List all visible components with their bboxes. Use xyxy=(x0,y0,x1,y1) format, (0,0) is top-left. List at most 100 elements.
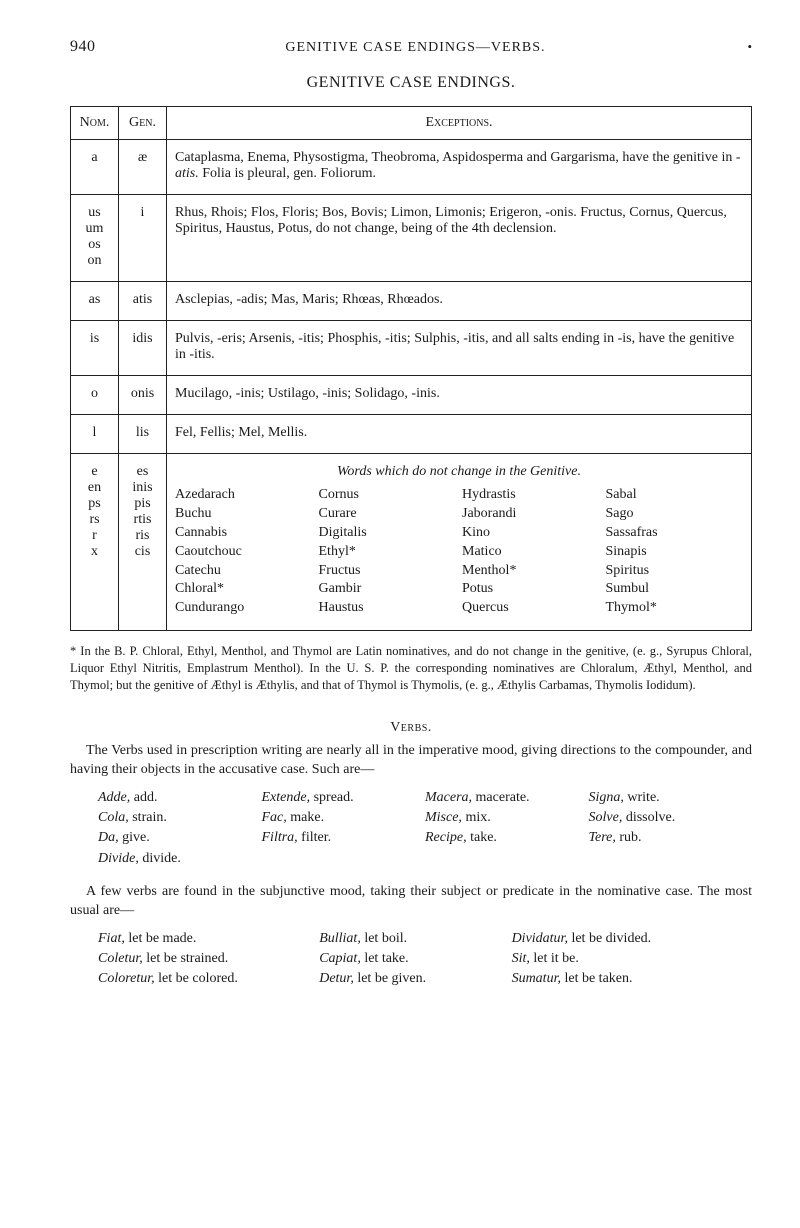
words-row-content: Words which do not change in the Genitiv… xyxy=(167,454,752,631)
table-row: isidisPulvis, -eris; Arsenis, -itis; Pho… xyxy=(71,321,752,376)
section-title: GENITIVE CASE ENDINGS. xyxy=(70,74,752,92)
word-item: Sinapis xyxy=(606,543,744,562)
cell-exc: Rhus, Rhois; Flos, Floris; Bos, Bovis; L… xyxy=(167,195,752,282)
verb-item: Da, give. xyxy=(98,828,262,848)
verb-item: Cola, strain. xyxy=(98,808,262,828)
word-item: Azedarach xyxy=(175,486,313,505)
verb-item: Sumatur, let be taken. xyxy=(512,969,752,989)
cell-gen: æ xyxy=(119,140,167,195)
word-column: SabalSagoSassafrasSinapisSpiritusSumbulT… xyxy=(606,486,744,618)
verb-item: Solve, dissolve. xyxy=(589,808,753,828)
verb-column: Macera, macerate.Misce, mix.Recipe, take… xyxy=(425,788,589,869)
verb-item: Fiat, let be made. xyxy=(98,929,319,949)
words-row-title: Words which do not change in the Genitiv… xyxy=(175,464,743,480)
verb-item: Macera, macerate. xyxy=(425,788,589,808)
word-item: Jaborandi xyxy=(462,505,600,524)
page-header: 940 GENITIVE CASE ENDINGS—VERBS. • xyxy=(70,38,752,56)
cell-nom: is xyxy=(71,321,119,376)
verbs-para-2: A few verbs are found in the subjunctive… xyxy=(70,883,752,921)
col-header-exc: Exceptions. xyxy=(167,107,752,140)
verb-item: Tere, rub. xyxy=(589,828,753,848)
word-item: Fructus xyxy=(319,562,457,581)
verb-column: Bulliat, let boil.Capiat, let take.Detur… xyxy=(319,929,511,990)
running-head: GENITIVE CASE ENDINGS—VERBS. xyxy=(96,40,736,56)
verb-item: Capiat, let take. xyxy=(319,949,511,969)
cell-nom: usumoson xyxy=(71,195,119,282)
cell-nom: o xyxy=(71,376,119,415)
genitive-table: Nom. Gen. Exceptions. aæCataplasma, Enem… xyxy=(70,106,752,631)
table-header-row: Nom. Gen. Exceptions. xyxy=(71,107,752,140)
col-header-nom: Nom. xyxy=(71,107,119,140)
words-row-nom: eenpsrsrx xyxy=(71,454,119,631)
verb-column: Adde, add.Cola, strain.Da, give.Divide, … xyxy=(98,788,262,869)
page-number: 940 xyxy=(70,38,96,56)
verbs-para-1: The Verbs used in prescription writing a… xyxy=(70,742,752,780)
word-item: Kino xyxy=(462,524,600,543)
cell-exc: Pulvis, -eris; Arsenis, -itis; Phosphis,… xyxy=(167,321,752,376)
table-row: aæCataplasma, Enema, Physostigma, Theobr… xyxy=(71,140,752,195)
word-item: Matico xyxy=(462,543,600,562)
verb-item: Dividatur, let be divided. xyxy=(512,929,752,949)
word-item: Menthol* xyxy=(462,562,600,581)
col-header-gen: Gen. xyxy=(119,107,167,140)
word-item: Sassafras xyxy=(606,524,744,543)
verb-item: Sit, let it be. xyxy=(512,949,752,969)
word-item: Curare xyxy=(319,505,457,524)
footnote: * In the B. P. Chloral, Ethyl, Menthol, … xyxy=(70,643,752,694)
verb-item: Filtra, filter. xyxy=(262,828,426,848)
word-item: Spiritus xyxy=(606,562,744,581)
word-item: Digitalis xyxy=(319,524,457,543)
verb-item: Misce, mix. xyxy=(425,808,589,828)
cell-exc: Cataplasma, Enema, Physostigma, Theobrom… xyxy=(167,140,752,195)
verb-item: Divide, divide. xyxy=(98,849,262,869)
word-item: Hydrastis xyxy=(462,486,600,505)
word-item: Haustus xyxy=(319,599,457,618)
word-item: Caoutchouc xyxy=(175,543,313,562)
cell-gen: i xyxy=(119,195,167,282)
words-columns: AzedarachBuchuCannabisCaoutchoucCatechu C… xyxy=(175,486,743,618)
word-item: Potus xyxy=(462,580,600,599)
verb-item: Signa, write. xyxy=(589,788,753,808)
cell-exc: Asclepias, -adis; Mas, Maris; Rhœas, Rhœ… xyxy=(167,282,752,321)
verb-item: Coloretur, let be colored. xyxy=(98,969,319,989)
header-dot: • xyxy=(747,39,752,55)
verb-item: Adde, add. xyxy=(98,788,262,808)
word-column: CornusCurareDigitalisEthyl*FructusGambir… xyxy=(319,486,457,618)
cell-exc: Fel, Fellis; Mel, Mellis. xyxy=(167,415,752,454)
verb-column: Fiat, let be made.Coletur, let be strain… xyxy=(98,929,319,990)
word-item: Quercus xyxy=(462,599,600,618)
words-row: eenpsrsrx esinispisrtisriscis Words whic… xyxy=(71,454,752,631)
verbs-grid-1: Adde, add.Cola, strain.Da, give.Divide, … xyxy=(98,788,752,869)
verb-item: Recipe, take. xyxy=(425,828,589,848)
verb-column: Dividatur, let be divided.Sit, let it be… xyxy=(512,929,752,990)
word-item: Sago xyxy=(606,505,744,524)
cell-nom: l xyxy=(71,415,119,454)
word-item: Catechu xyxy=(175,562,313,581)
word-item: Ethyl* xyxy=(319,543,457,562)
verb-item: Fac, make. xyxy=(262,808,426,828)
table-row: usumosoniRhus, Rhois; Flos, Floris; Bos,… xyxy=(71,195,752,282)
cell-gen: idis xyxy=(119,321,167,376)
verb-item: Bulliat, let boil. xyxy=(319,929,511,949)
verb-item: Extende, spread. xyxy=(262,788,426,808)
word-column: AzedarachBuchuCannabisCaoutchoucCatechu C… xyxy=(175,486,313,618)
word-item: Cornus xyxy=(319,486,457,505)
verb-item: Detur, let be given. xyxy=(319,969,511,989)
word-item: Cannabis xyxy=(175,524,313,543)
word-item: Buchu xyxy=(175,505,313,524)
cell-nom: a xyxy=(71,140,119,195)
word-item: Thymol* xyxy=(606,599,744,618)
cell-nom: as xyxy=(71,282,119,321)
word-item: Cundurango xyxy=(175,599,313,618)
table-row: oonisMucilago, -inis; Ustilago, -inis; S… xyxy=(71,376,752,415)
verbs-heading: Verbs. xyxy=(70,720,752,736)
table-row: asatisAsclepias, -adis; Mas, Maris; Rhœa… xyxy=(71,282,752,321)
verb-column: Signa, write.Solve, dissolve.Tere, rub. xyxy=(589,788,753,869)
word-item: Sabal xyxy=(606,486,744,505)
cell-gen: onis xyxy=(119,376,167,415)
cell-gen: lis xyxy=(119,415,167,454)
cell-gen: atis xyxy=(119,282,167,321)
word-item: Sumbul xyxy=(606,580,744,599)
words-row-gen: esinispisrtisriscis xyxy=(119,454,167,631)
cell-exc: Mucilago, -inis; Ustilago, -inis; Solida… xyxy=(167,376,752,415)
